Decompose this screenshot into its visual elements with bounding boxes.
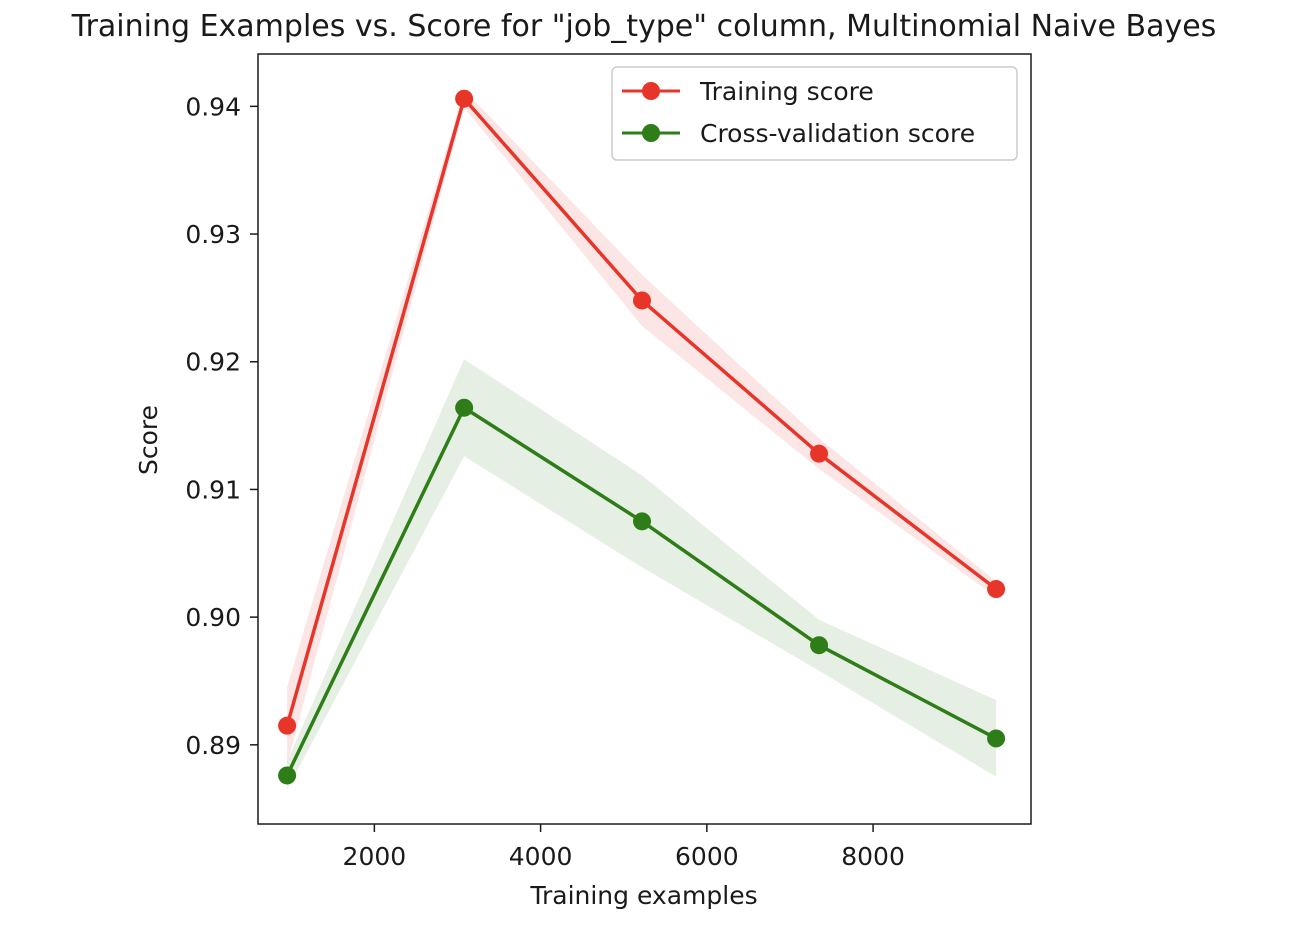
y-tick-label: 0.90 xyxy=(185,603,241,632)
y-tick-label: 0.89 xyxy=(185,731,241,760)
confidence-bands xyxy=(287,89,997,790)
x-tick-label: 2000 xyxy=(343,842,407,871)
cv-score-point xyxy=(810,636,829,655)
x-tick-label: 6000 xyxy=(675,842,739,871)
y-axis-ticks: 0.89 0.90 0.91 0.92 0.93 0.94 xyxy=(185,92,258,760)
training-score-point xyxy=(633,291,652,310)
training-score-line xyxy=(285,96,998,727)
x-tick-label: 8000 xyxy=(841,842,905,871)
training-score-point xyxy=(810,444,829,463)
x-axis-label: Training examples xyxy=(529,881,757,910)
legend-cv-marker xyxy=(642,124,660,142)
x-axis-ticks: 2000 4000 6000 8000 xyxy=(343,824,905,871)
y-axis-label: Score xyxy=(134,405,163,475)
cv-score-band xyxy=(287,359,997,790)
training-score-point xyxy=(278,716,297,735)
y-tick-label: 0.93 xyxy=(185,220,241,249)
cv-score-point xyxy=(455,398,474,417)
legend-training-label: Training score xyxy=(699,77,874,106)
training-score-point xyxy=(455,89,474,108)
legend-training-marker xyxy=(642,82,660,100)
y-tick-label: 0.94 xyxy=(185,92,241,121)
x-tick-label: 4000 xyxy=(509,842,573,871)
chart-title: Training Examples vs. Score for "job_typ… xyxy=(71,9,1217,44)
cv-score-point xyxy=(987,729,1006,748)
training-score-point xyxy=(987,580,1006,599)
legend-box xyxy=(611,66,1018,161)
y-tick-label: 0.92 xyxy=(185,348,241,377)
legend: Training score Cross-validation score xyxy=(611,66,1018,161)
cv-score-point xyxy=(278,766,297,785)
cv-score-point xyxy=(633,512,652,531)
plot-area-frame xyxy=(257,53,1032,825)
y-tick-label: 0.91 xyxy=(185,475,241,504)
legend-cv-label: Cross-validation score xyxy=(700,119,975,148)
cv-score-line xyxy=(285,405,997,777)
series-points xyxy=(278,89,1006,785)
